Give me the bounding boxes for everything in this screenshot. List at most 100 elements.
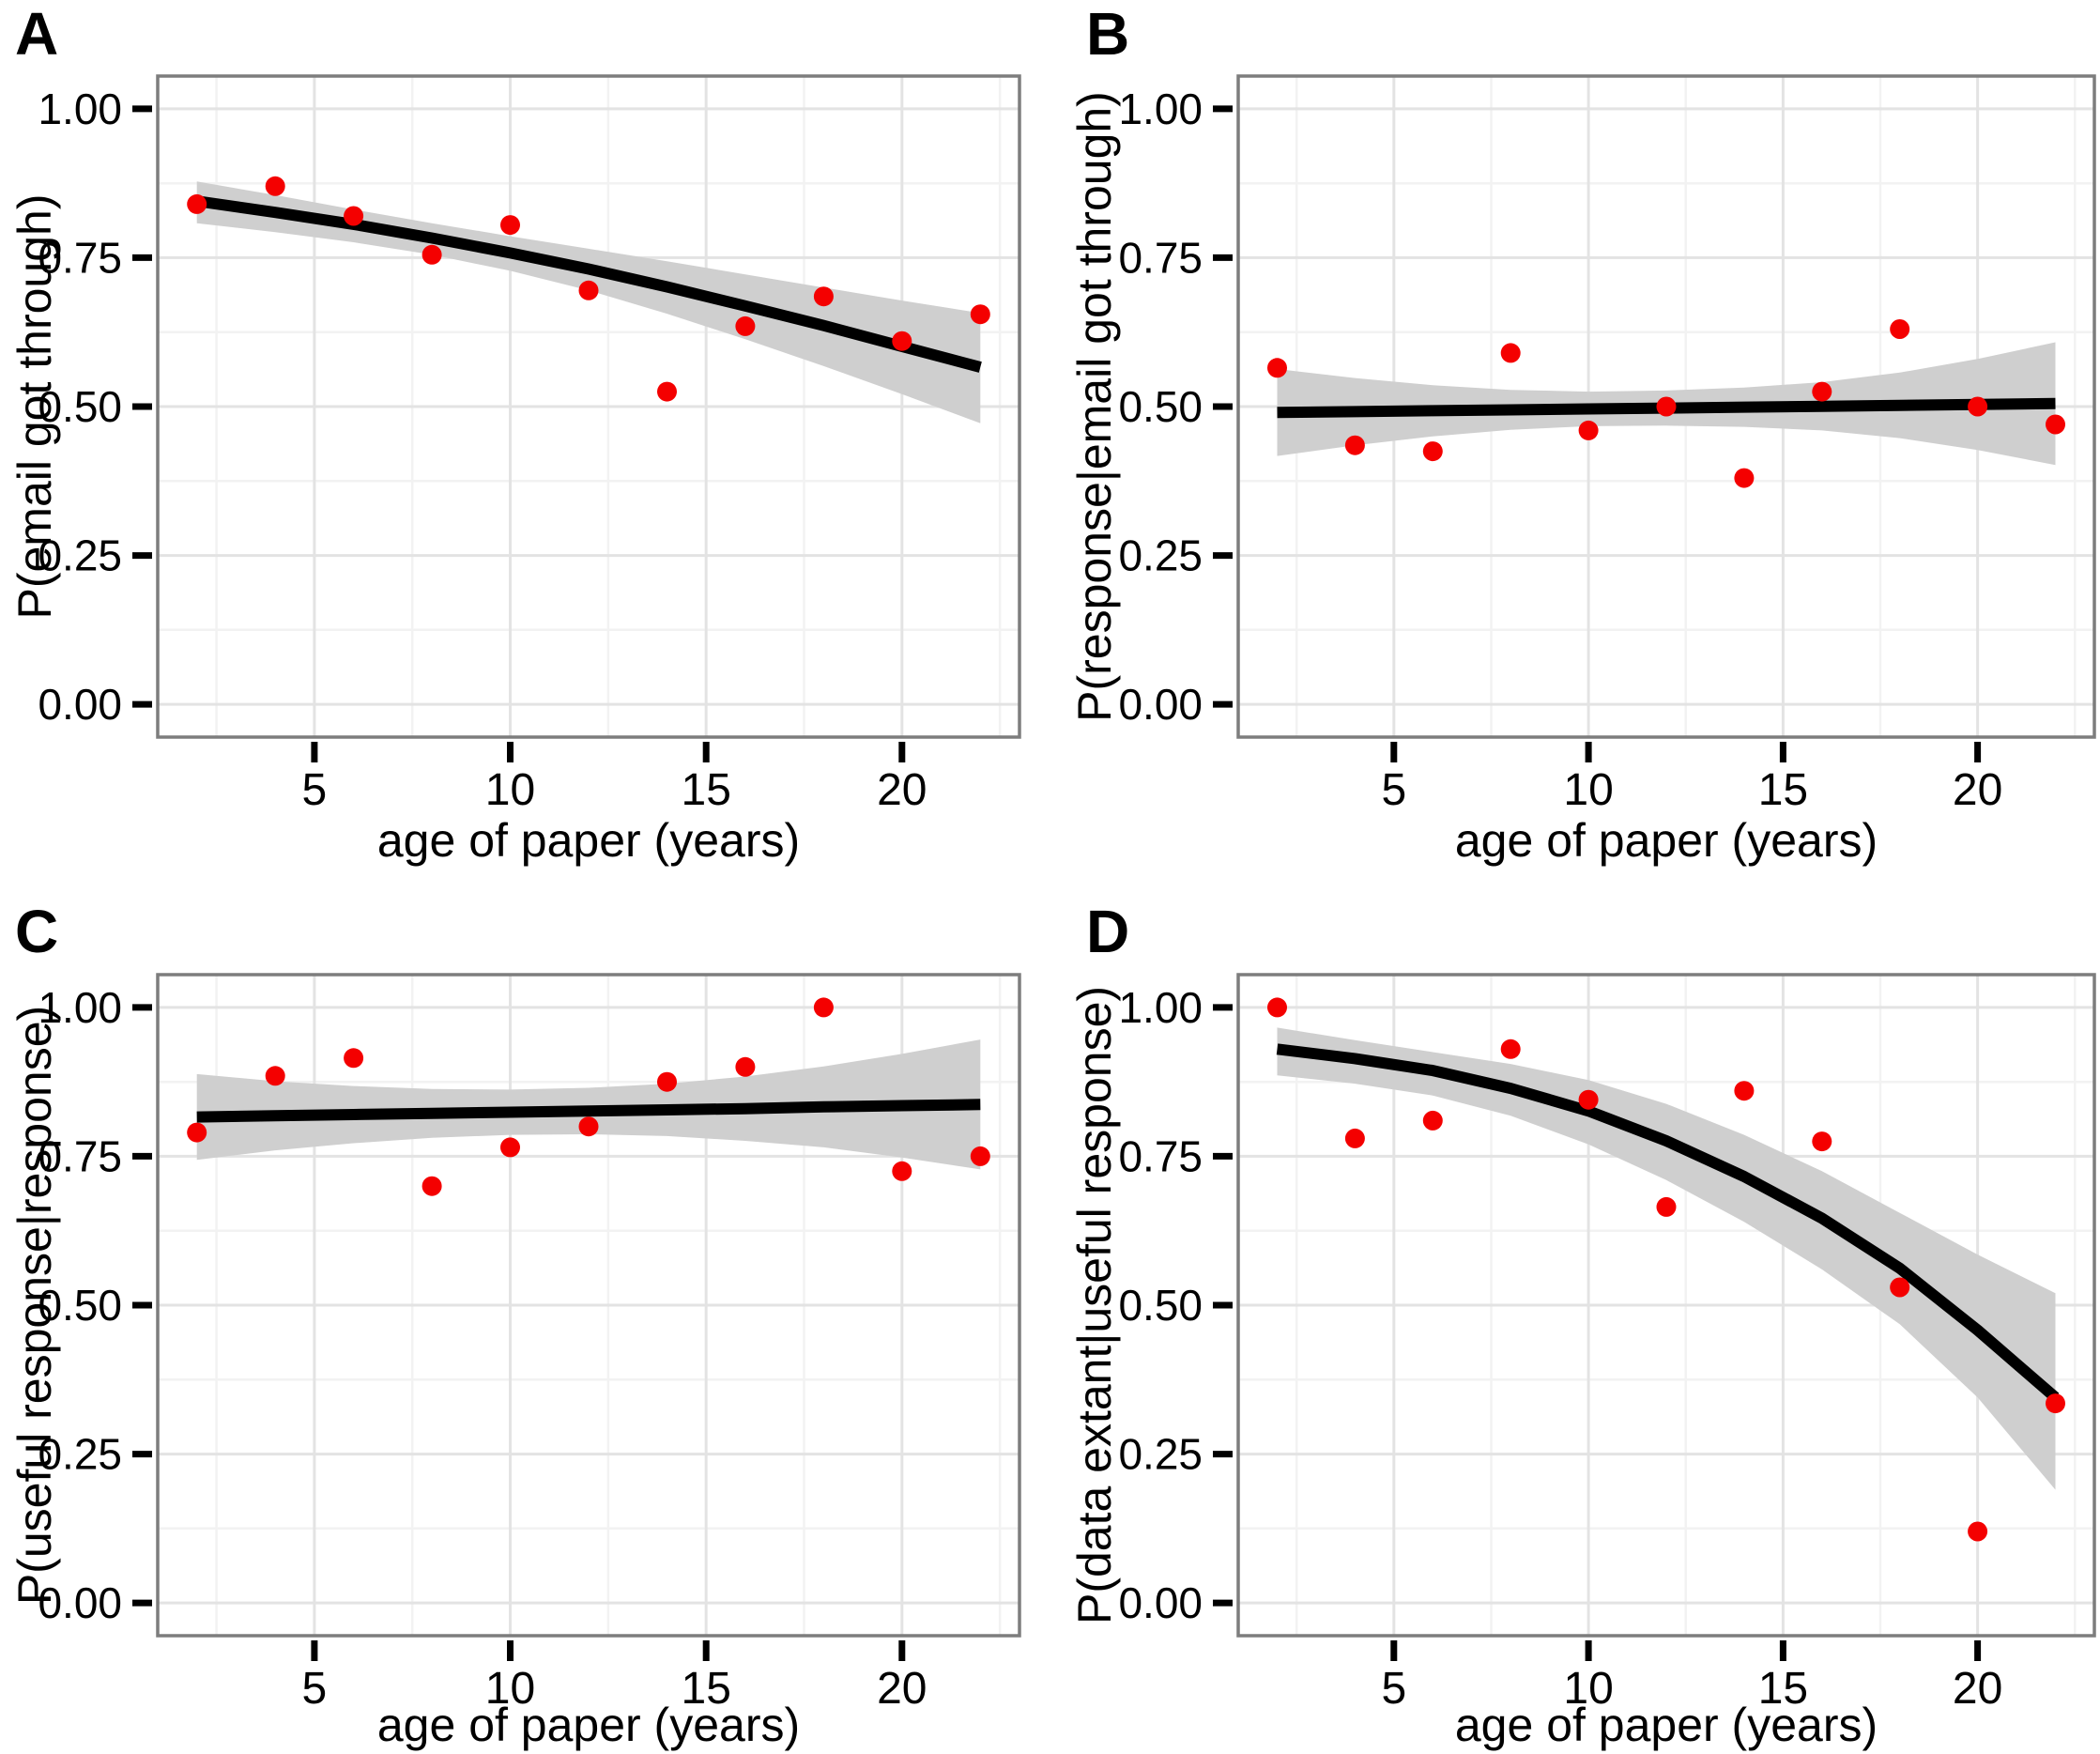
data-point <box>1500 343 1521 363</box>
data-points <box>1267 997 2065 1542</box>
trend-line <box>196 1099 981 1123</box>
panel-border <box>1236 973 2096 1638</box>
data-point <box>344 1048 364 1069</box>
data-point <box>1890 319 1910 339</box>
y-tick-label: 0.75 <box>38 233 122 282</box>
panel-a: A 0.00 0.25 0.50 0.75 1.00 5 10 15 20 age of pape… <box>0 0 1050 877</box>
x-tick-label: 20 <box>1953 765 2002 815</box>
panel-c: C 0.00 0.25 0.50 0.75 1.00 5 10 15 20 age of pape… <box>0 877 1050 1754</box>
y-axis: 0.00 0.25 0.50 0.75 1.00 <box>38 983 152 1627</box>
x-tick-label: 10 <box>1563 1664 1613 1714</box>
x-tick-label: 15 <box>682 1664 731 1714</box>
y-axis-title: P(response|email got through) <box>1068 91 1121 722</box>
x-tick-label: 15 <box>1758 765 1808 815</box>
panel-border <box>156 973 1021 1638</box>
confidence-band <box>196 1039 981 1170</box>
y-tick-label: 0.50 <box>38 382 122 431</box>
data-point <box>970 1146 990 1166</box>
data-point <box>265 1066 285 1086</box>
data-point <box>2046 414 2065 435</box>
panel-border <box>1236 74 2096 739</box>
y-tick-label: 0.50 <box>38 1281 122 1330</box>
data-point <box>1578 1089 1599 1110</box>
data-point <box>657 381 677 402</box>
data-point <box>500 1137 520 1158</box>
y-tick-label: 0.75 <box>1118 233 1203 282</box>
data-point <box>657 1071 677 1092</box>
data-point <box>1968 1521 1988 1542</box>
data-point <box>813 997 834 1018</box>
plot-c: 0.00 0.25 0.50 0.75 1.00 5 10 15 20 age of paper … <box>8 973 1021 1751</box>
data-point <box>1422 1110 1443 1131</box>
x-tick-label: 15 <box>682 765 731 815</box>
data-point <box>1267 358 1287 378</box>
data-point <box>500 215 520 236</box>
data-point <box>1500 1039 1521 1059</box>
data-point <box>735 1056 756 1077</box>
data-point <box>970 304 990 325</box>
data-point <box>344 206 364 226</box>
x-axis-title: age of paper (years) <box>1455 814 1878 867</box>
data-point <box>1656 396 1677 417</box>
data-points <box>1267 319 2065 488</box>
y-axis: 0.00 0.25 0.50 0.75 1.00 <box>1118 85 1233 729</box>
data-point <box>2046 1393 2065 1414</box>
y-tick-label: 0.00 <box>1118 1578 1203 1627</box>
x-tick-label: 10 <box>485 1664 535 1714</box>
data-point <box>1422 441 1443 462</box>
y-tick-label: 0.00 <box>1118 680 1203 729</box>
y-tick-label: 0.25 <box>1118 1430 1203 1479</box>
trend-line <box>1276 1043 2060 1402</box>
y-axis-title: P(email got through) <box>8 193 61 619</box>
data-point <box>1812 381 1832 402</box>
y-tick-label: 0.50 <box>1118 1281 1203 1330</box>
panel-d: D 0.00 0.25 0.50 0.75 1.00 5 10 15 20 age of pape… <box>1050 877 2100 1754</box>
y-tick-label: 0.75 <box>38 1131 122 1180</box>
panel-b: B 0.00 0.25 0.50 0.75 1.00 5 10 15 20 age of pape… <box>1050 0 2100 877</box>
y-tick-label: 0.50 <box>1118 382 1203 431</box>
data-points <box>187 997 990 1196</box>
panel-label-b: B <box>1086 0 1130 68</box>
x-axis-title: age of paper (years) <box>1455 1699 1878 1751</box>
x-tick-label: 5 <box>302 765 328 815</box>
y-tick-label: 1.00 <box>38 983 122 1032</box>
y-tick-label: 1.00 <box>1118 85 1203 133</box>
y-axis: 0.00 0.25 0.50 0.75 1.00 <box>1118 983 1233 1627</box>
y-tick-label: 0.00 <box>38 1578 122 1627</box>
x-tick-label: 5 <box>1381 765 1406 815</box>
data-point <box>1890 1277 1910 1298</box>
plot-a: 0.00 0.25 0.50 0.75 1.00 5 10 15 20 age of paper … <box>8 74 1021 867</box>
y-tick-label: 0.25 <box>1118 531 1203 580</box>
panel-label-a: A <box>15 0 59 68</box>
data-point <box>422 244 442 265</box>
data-point <box>735 315 756 336</box>
data-point <box>1734 1081 1755 1101</box>
data-point <box>1344 1128 1365 1148</box>
data-point <box>1578 420 1599 440</box>
x-axis: 5 10 15 20 <box>302 1640 927 1714</box>
y-tick-label: 0.25 <box>38 531 122 580</box>
y-tick-label: 0.75 <box>1118 1131 1203 1180</box>
data-point <box>1968 396 1988 417</box>
x-axis: 5 10 15 20 <box>1381 742 2002 815</box>
x-tick-label: 20 <box>877 1664 927 1714</box>
x-tick-label: 15 <box>1758 1664 1808 1714</box>
y-tick-label: 0.25 <box>38 1430 122 1479</box>
y-axis-title: P(useful response|response) <box>8 1006 61 1605</box>
confidence-band <box>1277 1027 2056 1490</box>
data-point <box>813 286 834 307</box>
panel-label-c: C <box>15 898 59 965</box>
data-point <box>578 280 599 300</box>
y-axis: 0.00 0.25 0.50 0.75 1.00 <box>38 85 152 729</box>
panel-label-d: D <box>1086 898 1130 965</box>
data-point <box>892 331 912 351</box>
y-axis-title: P(data extant|useful response) <box>1068 986 1121 1624</box>
y-tick-label: 0.00 <box>38 680 122 729</box>
plot-b: 0.00 0.25 0.50 0.75 1.00 5 10 15 20 age of paper … <box>1068 74 2096 867</box>
x-tick-label: 10 <box>485 765 535 815</box>
x-axis-title: age of paper (years) <box>377 814 800 867</box>
y-tick-label: 1.00 <box>38 85 122 133</box>
data-point <box>578 1116 599 1137</box>
data-point <box>422 1176 442 1196</box>
